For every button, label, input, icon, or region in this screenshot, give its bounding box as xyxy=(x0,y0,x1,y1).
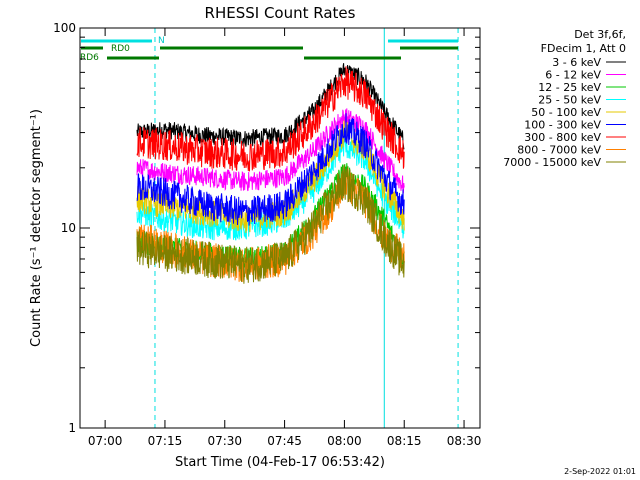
legend-entry-label: 6 - 12 keV xyxy=(545,69,601,82)
y-tick-label: 10 xyxy=(61,221,76,235)
axis-ticks: 07:00 07:15 07:30 07:45 08:00 08:15 08:30 1 10 10… xyxy=(53,21,481,448)
legend-entry-label: 50 - 100 keV xyxy=(531,106,601,119)
x-tick-label: 07:30 xyxy=(207,434,242,448)
x-axis-label: Start Time (04-Feb-17 06:53:42) xyxy=(175,455,385,470)
series-line xyxy=(136,108,405,194)
series-line xyxy=(136,113,405,226)
legend-header: FDecim 1, Att 0 xyxy=(541,42,626,55)
decimation-label-rd6: RD6 xyxy=(80,53,99,63)
y-tick-label: 1 xyxy=(68,421,76,435)
legend-entry-label: 7000 - 15000 keV xyxy=(503,156,601,169)
x-tick-label: 07:45 xyxy=(267,434,302,448)
x-tick-label: 08:15 xyxy=(387,434,422,448)
x-tick-label: 07:15 xyxy=(148,434,183,448)
attenuator-label: N xyxy=(158,36,165,46)
x-tick-label: 08:30 xyxy=(447,434,482,448)
legend-entry-label: 300 - 800 keV xyxy=(524,131,601,144)
legend-header: Det 3f,6f, xyxy=(574,28,626,41)
x-tick-label: 07:00 xyxy=(88,434,123,448)
chart-title: RHESSI Count Rates xyxy=(205,4,356,22)
y-tick-label: 100 xyxy=(53,21,76,35)
legend-entry-label: 12 - 25 keV xyxy=(538,81,601,94)
legend-entry-label: 100 - 300 keV xyxy=(524,119,601,132)
decimation-label-rd0: RD0 xyxy=(111,44,130,54)
date-stamp: 2-Sep-2022 01:01 xyxy=(564,467,636,476)
series-line xyxy=(136,66,405,172)
legend-entry-label: 800 - 7000 keV xyxy=(517,144,601,157)
y-axis-label: Count Rate (s⁻¹ detector segment⁻¹) xyxy=(29,109,44,347)
x-tick-label: 08:00 xyxy=(327,434,362,448)
legend-entry-label: 25 - 50 keV xyxy=(538,94,601,107)
series-line xyxy=(136,164,405,284)
series-layer xyxy=(136,63,405,284)
legend-entry-label: 3 - 6 keV xyxy=(552,56,601,69)
